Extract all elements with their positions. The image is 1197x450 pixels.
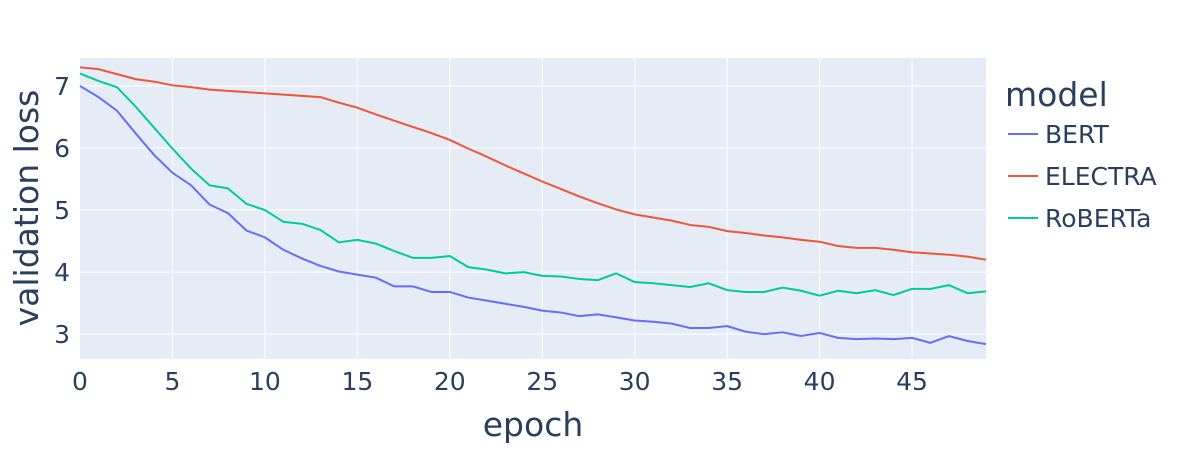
- x-axis-title: epoch: [483, 405, 584, 444]
- x-tick-label: 0: [72, 367, 88, 396]
- legend-label: RoBERTa: [1045, 204, 1152, 233]
- x-tick-label: 35: [711, 367, 743, 396]
- y-tick-label: 3: [54, 320, 70, 349]
- x-tick-label: 40: [804, 367, 836, 396]
- y-tick-label: 4: [54, 258, 70, 287]
- legend-label: BERT: [1045, 120, 1109, 149]
- legend-items: BERT ELECTRA RoBERTa: [1008, 120, 1157, 233]
- y-tick-label: 7: [54, 72, 70, 101]
- y-axis-title: validation loss: [7, 90, 46, 327]
- series-line-roberta: [79, 72, 987, 297]
- legend-item-bert[interactable]: BERT: [1008, 120, 1109, 149]
- x-tick-label: 25: [526, 367, 558, 396]
- x-tick-label: 5: [164, 367, 180, 396]
- y-tick-label: 6: [54, 134, 70, 163]
- legend: model BERT ELECTRA RoBERTa: [1005, 75, 1157, 233]
- series-line-electra: [79, 66, 987, 261]
- x-tick-label: 15: [341, 367, 373, 396]
- y-tick-label: 5: [54, 196, 70, 225]
- series-lines: [79, 66, 987, 346]
- legend-title: model: [1005, 75, 1108, 114]
- legend-item-roberta[interactable]: RoBERTa: [1008, 204, 1152, 233]
- x-tick-label: 20: [434, 367, 466, 396]
- x-tick-label: 45: [896, 367, 928, 396]
- legend-label: ELECTRA: [1045, 162, 1157, 191]
- x-tick-label: 10: [249, 367, 281, 396]
- series-line-bert: [79, 85, 987, 346]
- x-tick-label: 30: [619, 367, 651, 396]
- legend-item-electra[interactable]: ELECTRA: [1008, 162, 1157, 191]
